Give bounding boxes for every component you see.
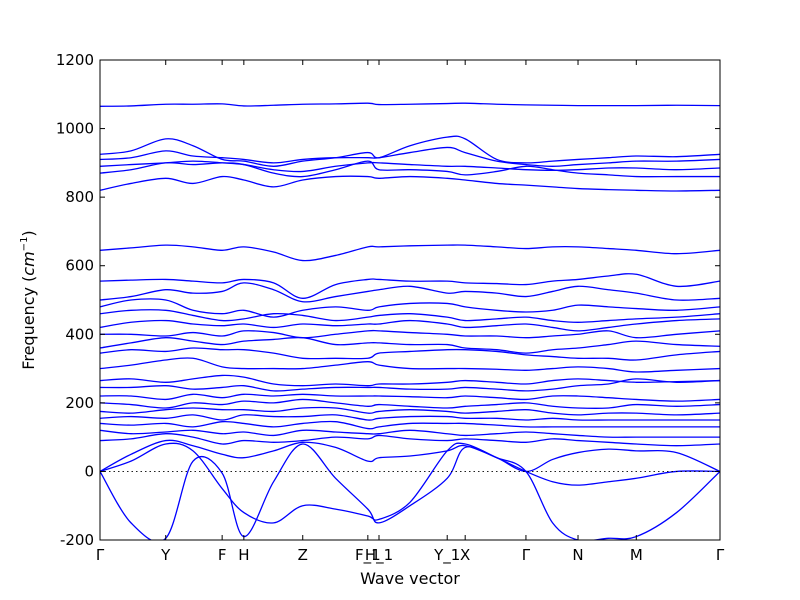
x-tick-label: H [238,546,249,564]
band-line [100,273,720,299]
band-line [100,374,720,387]
band-line [100,244,720,262]
x-tick-label: Z [298,546,308,564]
band-line [100,398,720,409]
x-tick-label: M [630,546,643,564]
band-line [100,309,720,323]
band-line [100,357,720,373]
band-line [100,329,720,339]
band-line [100,336,720,354]
band-line [100,414,720,421]
x-tick-label: Γ [716,546,725,564]
band-line [100,393,720,402]
y-tick-label: -200 [60,531,94,549]
x-tick-label: Y [160,546,171,564]
x-tick-label: Y_1 [433,546,460,565]
band-line [100,318,720,332]
x-tick-label: H_1 [365,546,393,565]
y-tick-label: 400 [65,325,94,343]
y-tick-label: 1200 [56,51,94,69]
y-axis-label: Frequency (cm−1) [19,230,38,369]
band-line [100,439,720,473]
band-line [100,282,720,303]
band-line [100,443,720,540]
x-tick-label: Γ [522,546,531,564]
band-line [100,298,720,318]
band-line [100,406,720,416]
x-axis-ticks: Γ Y F H Z F_1H_1 Y_1 X Γ N M Γ [96,60,725,565]
band-line [100,433,720,447]
band-line [100,160,720,178]
band-line [100,175,720,192]
y-tick-label: 600 [65,257,94,275]
x-tick-label: F_1 [355,546,381,565]
band-line [100,135,720,167]
x-tick-label: Γ [96,546,105,564]
y-axis-ticks: -200 0 200 400 600 800 1000 1200 [56,51,720,549]
y-tick-label: 800 [65,188,94,206]
y-tick-label: 1000 [56,120,94,138]
band-line [100,420,720,430]
band-line [100,102,720,107]
band-line [100,429,720,438]
band-line [100,347,720,361]
band-line [100,146,720,167]
y-tick-label: 0 [84,462,94,480]
band-line [100,442,720,524]
band-line [100,378,720,392]
x-tick-label: N [572,546,583,564]
y-tick-label: 200 [65,394,94,412]
x-tick-label: F [218,546,227,564]
x-axis-label: Wave vector [360,569,460,588]
band-line [100,160,720,173]
band-lines [100,102,720,540]
x-tick-label: X [460,546,470,564]
plot-frame [99,59,721,541]
